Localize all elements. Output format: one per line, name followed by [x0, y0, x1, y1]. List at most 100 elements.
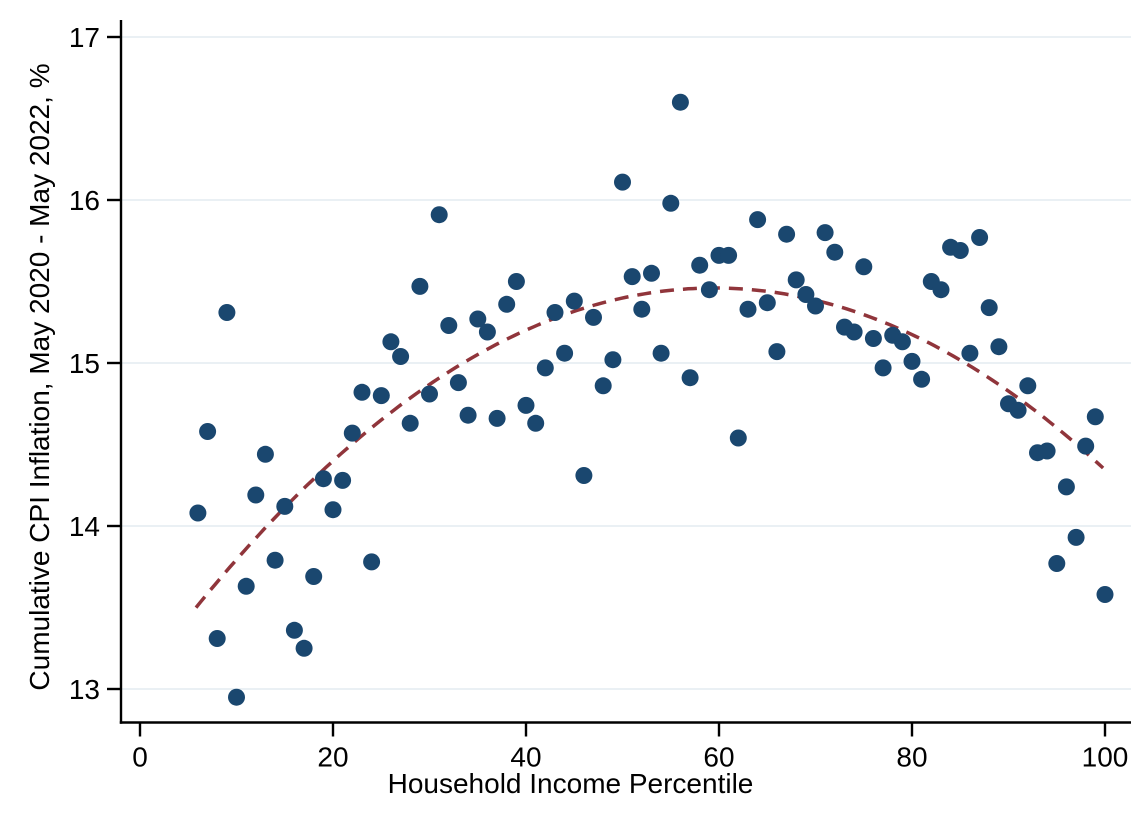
data-point — [488, 409, 506, 427]
data-point — [961, 344, 979, 362]
data-point — [816, 224, 834, 242]
y-tick-label: 13 — [69, 674, 100, 705]
data-point — [1086, 408, 1104, 426]
data-point — [971, 229, 989, 246]
data-point — [739, 300, 757, 318]
data-point — [1077, 437, 1095, 455]
data-point — [855, 258, 873, 276]
data-point — [758, 294, 776, 312]
data-point — [797, 286, 815, 303]
data-point — [199, 423, 217, 440]
data-point — [353, 383, 371, 401]
data-point — [449, 374, 467, 392]
data-point — [826, 243, 844, 261]
data-point — [1048, 555, 1066, 572]
data-point — [430, 206, 448, 224]
data-point — [575, 467, 593, 484]
y-tick-label: 14 — [69, 511, 100, 542]
y-tick-label: 17 — [69, 22, 100, 53]
data-point — [440, 317, 458, 334]
data-point — [247, 486, 265, 504]
data-point — [691, 256, 709, 274]
x-axis-title: Household Income Percentile — [387, 768, 754, 799]
data-point — [932, 281, 950, 299]
data-point — [421, 385, 438, 403]
data-point — [951, 242, 969, 259]
data-point — [372, 387, 390, 405]
data-point — [1009, 401, 1027, 419]
data-point — [401, 414, 419, 432]
data-point — [556, 344, 574, 362]
quadratic-fit-line — [194, 286, 1105, 609]
x-tick-label: 60 — [703, 742, 734, 773]
data-point — [594, 377, 612, 395]
x-tick-label: 40 — [510, 742, 541, 773]
data-point — [228, 688, 245, 706]
data-point — [1096, 586, 1114, 603]
x-tick-label: 80 — [896, 742, 927, 773]
data-point — [411, 277, 429, 295]
data-point — [459, 406, 477, 424]
data-point — [643, 264, 660, 282]
data-point — [314, 470, 332, 488]
data-point — [845, 323, 863, 341]
data-point — [893, 333, 911, 351]
data-point — [778, 225, 796, 243]
data-point — [469, 310, 487, 328]
data-point — [913, 370, 931, 388]
data-point — [768, 343, 786, 361]
data-point — [565, 292, 583, 310]
data-point — [266, 551, 284, 569]
data-point — [392, 348, 410, 365]
data-point — [363, 553, 381, 571]
x-tick-label: 100 — [1082, 742, 1129, 773]
data-point — [382, 333, 400, 351]
data-point — [787, 271, 805, 289]
data-point — [208, 630, 226, 647]
x-tick-label: 20 — [317, 742, 348, 773]
data-point — [749, 211, 767, 229]
data-point — [623, 268, 641, 286]
data-point — [614, 173, 631, 191]
data-point — [527, 414, 545, 432]
data-point — [237, 577, 255, 595]
data-point — [343, 424, 361, 442]
data-point — [807, 297, 824, 315]
data-point — [324, 501, 342, 519]
data-point — [1019, 377, 1037, 395]
data-point — [681, 369, 699, 387]
data-point — [507, 273, 525, 290]
data-point — [633, 300, 651, 318]
x-tick-label: 0 — [132, 742, 148, 773]
data-point — [700, 281, 718, 299]
data-point — [285, 621, 303, 639]
data-point — [585, 308, 602, 326]
data-point — [189, 504, 207, 522]
y-axis-title: Cumulative CPI Inflation, May 2020 - May… — [24, 63, 55, 691]
data-point — [256, 445, 274, 463]
data-point — [662, 194, 680, 212]
data-point — [295, 639, 313, 657]
data-point — [980, 299, 998, 317]
data-point — [536, 359, 554, 377]
data-point — [218, 304, 236, 321]
data-point — [517, 396, 535, 414]
data-point — [864, 330, 882, 347]
data-point — [604, 351, 622, 369]
data-point — [990, 338, 1008, 356]
data-point — [478, 323, 496, 341]
data-point — [305, 568, 323, 585]
data-point — [652, 344, 670, 362]
data-point — [1038, 442, 1056, 460]
data-point — [1057, 478, 1075, 496]
data-point — [903, 352, 921, 370]
data-point — [546, 304, 564, 321]
data-point — [1067, 528, 1085, 546]
data-point — [671, 93, 689, 111]
data-point — [874, 359, 892, 377]
data-point — [276, 497, 294, 515]
data-point — [498, 295, 516, 313]
y-tick-label: 16 — [69, 185, 100, 216]
